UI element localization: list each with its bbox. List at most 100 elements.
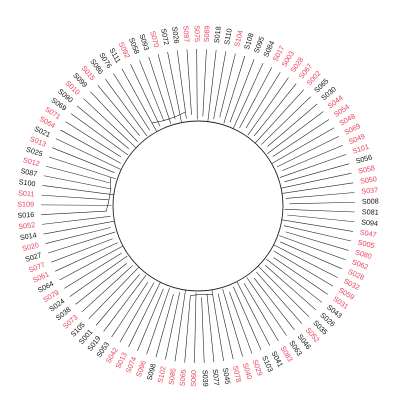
branch-line: [266, 111, 324, 155]
branch-line: [137, 288, 164, 351]
branch-line: [52, 147, 115, 173]
branch-line: [174, 290, 186, 362]
leaf-label: S050: [359, 174, 377, 185]
branch-line: [46, 165, 110, 184]
tree-branches: [40, 49, 355, 363]
branch-line: [186, 49, 192, 115]
branch-line: [256, 271, 303, 324]
leaf-label: S075: [193, 25, 202, 42]
leaf-label: S012: [22, 155, 41, 168]
branch-line: [128, 282, 161, 347]
branch-line: [59, 245, 124, 281]
branch-line: [232, 62, 264, 129]
branch-line: [75, 263, 127, 305]
leaf-label: S037: [361, 185, 379, 195]
branch-line: [222, 288, 243, 357]
branch-line: [42, 185, 114, 196]
branch-line: [90, 91, 138, 142]
branch-line: [41, 194, 109, 201]
leaf-label: S005: [357, 238, 375, 251]
leaf-label: S110: [222, 28, 234, 46]
branch-line: [267, 103, 318, 147]
branch-line: [194, 292, 197, 363]
branch-line: [254, 89, 304, 144]
branch-line: [261, 96, 311, 145]
leaf-label: S065: [178, 369, 188, 387]
branch-line: [201, 297, 205, 363]
leaf-label: S039: [201, 370, 211, 387]
branch-line: [245, 72, 281, 129]
branch-line: [229, 59, 255, 123]
branch-line: [88, 266, 140, 319]
branch-line: [271, 127, 335, 164]
clade-connector: [151, 111, 186, 124]
leaf-label: S026: [170, 26, 181, 44]
branch-line: [289, 201, 355, 205]
leaf-label: S100: [18, 177, 36, 188]
branch-line: [217, 293, 234, 360]
leaf-label: S060: [189, 370, 198, 387]
branch-line: [282, 182, 354, 194]
clade-connector: [105, 177, 112, 212]
branch-line: [45, 227, 111, 244]
branch-line: [43, 175, 112, 190]
branch-line: [139, 60, 165, 122]
branch-line: [41, 210, 107, 215]
branch-line: [281, 172, 352, 189]
branch-line: [236, 281, 271, 346]
branch-line: [69, 255, 128, 297]
branch-line: [64, 252, 122, 289]
leaf-label: S078: [231, 365, 244, 383]
branch-line: [83, 98, 137, 149]
branch-line: [130, 64, 161, 127]
branch-line: [40, 204, 112, 206]
branch-line: [65, 121, 122, 158]
branch-line: [273, 250, 334, 287]
branch-line: [105, 79, 148, 137]
branch-line: [266, 258, 323, 303]
branch-line: [121, 68, 158, 132]
branch-line: [213, 51, 227, 120]
branch-line: [279, 154, 347, 178]
branch-line: [253, 277, 295, 331]
clade-connector: [190, 294, 213, 296]
leaf-label: S072: [159, 28, 171, 46]
branch-line: [167, 51, 182, 123]
leaf-label: S102: [155, 365, 167, 383]
branch-line: [103, 275, 147, 332]
branch-line: [176, 50, 187, 119]
branch-line: [246, 277, 287, 336]
leaf-label: S018: [212, 26, 223, 44]
branch-line: [285, 192, 355, 199]
leaf-label: S097: [181, 25, 191, 42]
leaf-label: S085: [166, 367, 177, 385]
leaf-label: S020: [21, 240, 39, 253]
branch-line: [165, 292, 180, 360]
branch-line: [285, 231, 349, 251]
branch-line: [113, 73, 150, 131]
leaf-label: S098: [145, 363, 158, 382]
leaf-label: S016: [17, 210, 34, 220]
branch-line: [155, 293, 174, 358]
branch-line: [196, 49, 198, 120]
branch-line: [95, 274, 140, 326]
branch-line: [56, 138, 122, 170]
branch-line: [280, 241, 343, 270]
leaf-label: S104: [232, 29, 245, 47]
inner-ring-circle: [112, 120, 284, 292]
branch-line: [257, 265, 310, 318]
branch-line: [276, 136, 339, 168]
leaf-label: S045: [221, 367, 233, 385]
branch-line: [76, 105, 130, 149]
branch-line: [283, 225, 352, 242]
leaf-label: S094: [361, 217, 379, 228]
branch-line: [51, 238, 113, 263]
branch-line: [272, 119, 330, 157]
branch-line: [243, 282, 279, 342]
branch-line: [239, 67, 273, 129]
branch-line: [97, 84, 140, 136]
branch-line: [233, 286, 262, 350]
branch-line: [211, 289, 224, 361]
leaf-label: S058: [357, 163, 375, 175]
